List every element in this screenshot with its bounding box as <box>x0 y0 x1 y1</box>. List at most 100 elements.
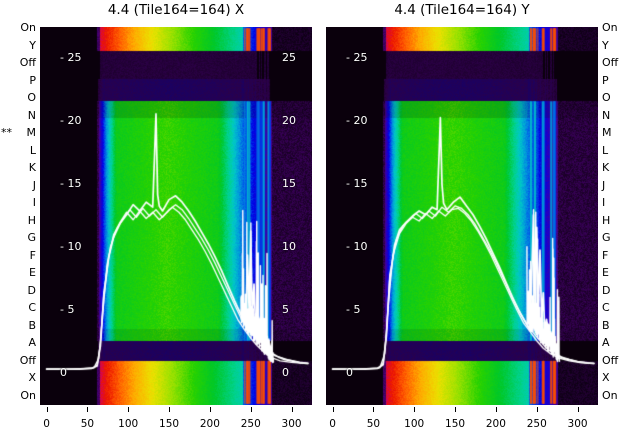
axis-label-l-f-13: F <box>29 248 36 262</box>
axis-label-r-o-4: O <box>602 91 611 105</box>
axis-label-r-l-7: L <box>602 143 609 157</box>
axis-label-l-j-9: J <box>32 178 36 192</box>
axis-label-r-m-6: M <box>602 126 612 140</box>
x-tick-mark-250 <box>536 407 538 412</box>
axis-label-l-b-17: B <box>28 318 36 332</box>
axis-label-l-p-3: P <box>29 73 36 87</box>
x-tick-label-200: 200 <box>485 418 506 430</box>
x-tick-label-50: 50 <box>366 418 381 430</box>
heatmap-canvas-y <box>326 27 598 405</box>
axis-label-r-on-21: On <box>602 389 618 402</box>
axis-label-r-b-17: B <box>602 318 610 332</box>
axis-label-r-c-16: C <box>602 301 610 315</box>
x-tick-mark-150 <box>455 407 457 412</box>
x-tick-label-0: 0 <box>329 418 336 430</box>
axis-label-r-k-8: K <box>602 161 610 175</box>
y-tick-0: 0 <box>60 365 67 379</box>
axis-label-r-on-0: On <box>602 21 618 34</box>
x-tick-label-100: 100 <box>404 418 425 430</box>
axis-label-r-a-18: A <box>602 336 610 350</box>
y-tick-20: - 20 <box>346 113 368 127</box>
axis-label-r-n-5: N <box>602 108 611 122</box>
x-tick-mark-200 <box>495 407 497 412</box>
axis-label-l-i-10: I <box>32 196 36 210</box>
y-tick-20: 20 <box>282 113 296 127</box>
axis-label-l-off-19: Off <box>19 353 36 367</box>
axis-label-r-j-9: J <box>602 178 606 192</box>
axis-label-r-off-2: Off <box>602 56 619 70</box>
axis-label-l-k-8: K <box>28 161 36 175</box>
axis-label-l-m-6: M <box>26 126 37 140</box>
x-tick-label-300: 300 <box>281 418 302 430</box>
axis-label-r-y-1: Y <box>602 38 609 52</box>
x-tick-mark-300 <box>577 407 579 412</box>
axis-label-l-o-4: O <box>27 91 36 105</box>
axis-label-l-c-16: C <box>28 301 36 315</box>
axis-label-l-h-11: H <box>27 213 36 227</box>
marker-asterisks: ** <box>1 126 12 140</box>
x-tick-label-100: 100 <box>118 418 139 430</box>
x-tick-mark-50 <box>87 407 89 412</box>
axis-label-r-off-19: Off <box>602 353 619 367</box>
x-tick-label-300: 300 <box>567 418 588 430</box>
panel-title-right: 4.4 (Tile164=164) Y <box>394 2 530 18</box>
x-tick-mark-100 <box>414 407 416 412</box>
axis-label-l-e-14: E <box>29 266 36 280</box>
x-tick-label-150: 150 <box>445 418 466 430</box>
x-tick-label-250: 250 <box>526 418 547 430</box>
axis-label-l-x-20: X <box>28 371 36 385</box>
y-tick-10: 10 <box>282 239 296 253</box>
axis-label-l-off-2: Off <box>19 56 36 70</box>
axis-label-r-h-11: H <box>602 213 611 227</box>
x-tick-mark-200 <box>209 407 211 412</box>
axis-label-l-a-18: A <box>28 336 36 350</box>
axis-label-l-on-0: On <box>20 21 36 34</box>
x-axis-left: 0 50 100 150 200 250 300 <box>40 405 312 439</box>
axis-label-r-p-3: P <box>602 73 609 87</box>
y-tick-15: 15 <box>282 176 296 190</box>
axis-label-r-f-13: F <box>602 248 609 262</box>
heatmap-panel-x[interactable] <box>40 27 312 405</box>
x-tick-mark-250 <box>250 407 252 412</box>
axis-label-r-g-12: G <box>602 231 611 245</box>
axis-label-l-n-5: N <box>27 108 36 122</box>
y-tick-15: - 15 <box>60 176 82 190</box>
axis-label-r-e-14: E <box>602 266 609 280</box>
x-tick-label-0: 0 <box>43 418 50 430</box>
panel-title-left: 4.4 (Tile164=164) X <box>107 2 245 18</box>
y-tick-0: 0 <box>282 365 289 379</box>
axis-label-l-l-7: L <box>29 143 36 157</box>
y-tick-25: - 25 <box>346 50 368 64</box>
y-tick-5: - 5 <box>60 302 75 316</box>
axis-label-l-d-15: D <box>27 283 36 297</box>
y-tick-25: - 25 <box>60 50 82 64</box>
y-tick-0: 0 <box>346 365 353 379</box>
y-tick-15: - 15 <box>346 176 368 190</box>
x-tick-label-50: 50 <box>80 418 95 430</box>
heatmap-canvas-x <box>40 27 312 405</box>
axis-label-r-d-15: D <box>602 283 611 297</box>
y-tick-10: - 10 <box>60 239 82 253</box>
y-tick-5: - 5 <box>346 302 361 316</box>
x-tick-mark-0 <box>46 407 48 412</box>
x-axis-right: 0 50 100 150 200 250 300 <box>326 405 598 439</box>
x-tick-mark-150 <box>169 407 171 412</box>
x-tick-mark-50 <box>373 407 375 412</box>
x-tick-label-250: 250 <box>240 418 261 430</box>
y-tick-5: 5 <box>282 302 289 316</box>
axis-label-r-i-10: I <box>602 196 606 210</box>
axis-label-r-x-20: X <box>602 371 610 385</box>
axis-label-l-y-1: Y <box>29 38 36 52</box>
y-tick-25: 25 <box>282 50 296 64</box>
heatmap-panel-y[interactable] <box>326 27 598 405</box>
y-tick-20: - 20 <box>60 113 82 127</box>
axis-label-l-g-12: G <box>27 231 36 245</box>
x-tick-label-150: 150 <box>159 418 180 430</box>
x-tick-mark-0 <box>332 407 334 412</box>
axis-label-l-on-21: On <box>20 389 36 402</box>
x-tick-mark-100 <box>128 407 130 412</box>
x-tick-mark-300 <box>291 407 293 412</box>
y-tick-10: - 10 <box>346 239 368 253</box>
x-tick-label-200: 200 <box>199 418 220 430</box>
